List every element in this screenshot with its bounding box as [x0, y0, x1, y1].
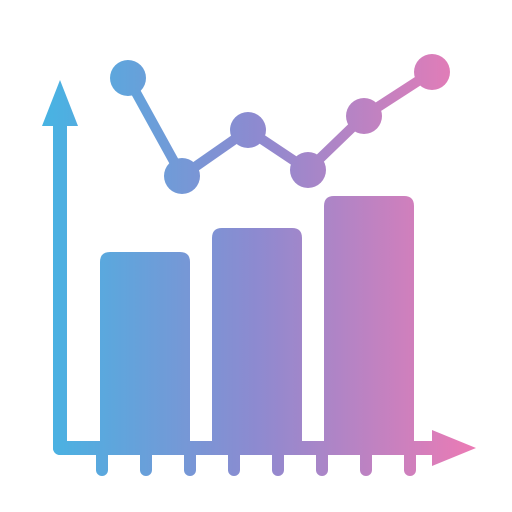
- bar-line-chart-icon: [0, 0, 512, 512]
